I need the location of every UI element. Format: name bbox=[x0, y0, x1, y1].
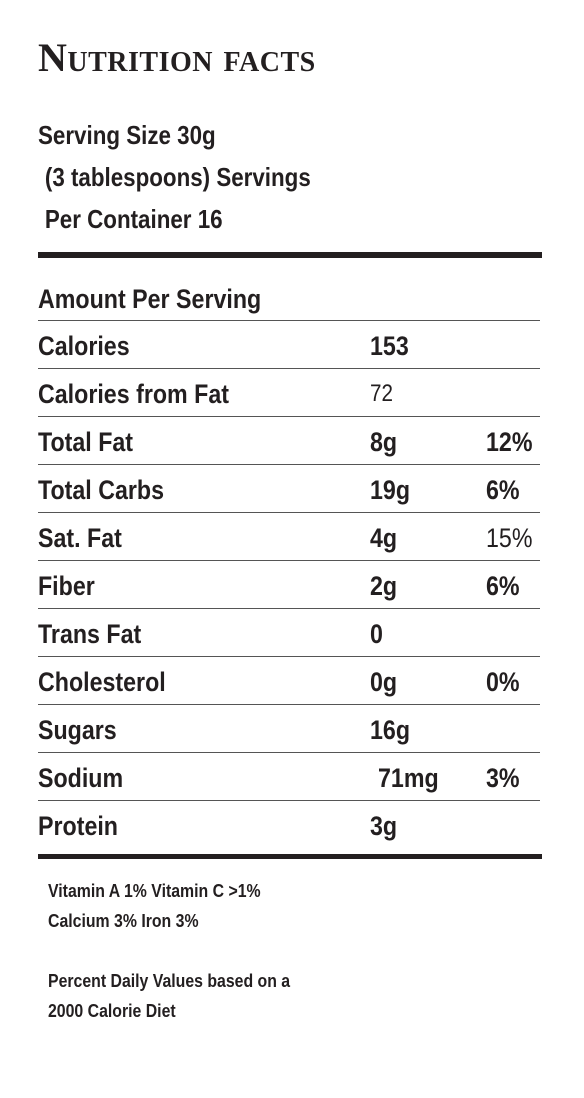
nutrient-name: Fiber bbox=[38, 571, 95, 601]
nutrient-row: Total Carbs 19g 6% bbox=[38, 464, 540, 513]
nutrient-row: Protein 3g bbox=[38, 800, 540, 849]
bottom-divider bbox=[38, 854, 542, 859]
nutrient-row: Sugars 16g bbox=[38, 704, 540, 753]
nutrient-row: Sat. Fat 4g 15% bbox=[38, 512, 540, 561]
minerals-line: Calcium 3% Iron 3% bbox=[48, 911, 199, 931]
serving-measure: (3 tablespoons) Servings bbox=[44, 162, 311, 192]
vitamins-info: Vitamin A 1% Vitamin C >1% Calcium 3% Ir… bbox=[48, 876, 261, 936]
nutrient-row: Calories from Fat 72 bbox=[38, 368, 540, 417]
servings-per-container: Per Container 16 bbox=[44, 204, 223, 234]
nutrient-percent: 6% bbox=[486, 475, 520, 505]
daily-value-footnote: Percent Daily Values based on a 2000 Cal… bbox=[48, 966, 290, 1026]
serving-size: Serving Size 30g bbox=[38, 120, 216, 150]
nutrient-row: Fiber 2g 6% bbox=[38, 560, 540, 609]
nutrient-amount: 16g bbox=[370, 715, 411, 745]
nutrient-name: Calories from Fat bbox=[38, 379, 229, 409]
nutrient-name: Sugars bbox=[38, 715, 117, 745]
label-title: Nutrition facts bbox=[38, 35, 316, 80]
nutrient-name: Trans Fat bbox=[38, 619, 142, 649]
nutrient-name: Sat. Fat bbox=[38, 523, 122, 553]
nutrient-amount: 4g bbox=[370, 523, 398, 553]
amount-per-serving-header: Amount Per Serving bbox=[38, 284, 262, 314]
nutrient-amount: 0 bbox=[370, 619, 383, 649]
nutrient-name: Sodium bbox=[38, 763, 124, 793]
nutrient-name: Total Carbs bbox=[38, 475, 165, 505]
nutrient-row: Trans Fat 0 bbox=[38, 608, 540, 657]
nutrient-row: Sodium 71mg 3% bbox=[38, 752, 540, 801]
nutrient-amount: 153 bbox=[370, 331, 409, 361]
nutrient-percent: 6% bbox=[486, 571, 520, 601]
nutrient-name: Calories bbox=[38, 331, 130, 361]
footnote-line-1: Percent Daily Values based on a bbox=[48, 971, 291, 991]
vitamins-line: Vitamin A 1% Vitamin C >1% bbox=[48, 881, 261, 901]
nutrient-amount: 71mg bbox=[378, 763, 439, 793]
nutrient-name: Total Fat bbox=[38, 427, 134, 457]
nutrient-row: Cholesterol 0g 0% bbox=[38, 656, 540, 705]
nutrient-amount: 19g bbox=[370, 475, 411, 505]
nutrient-percent: 12% bbox=[486, 427, 533, 457]
nutrient-amount: 0g bbox=[370, 667, 398, 697]
nutrient-name: Cholesterol bbox=[38, 667, 166, 697]
nutrient-percent: 3% bbox=[486, 763, 520, 793]
nutrient-amount: 2g bbox=[370, 571, 398, 601]
nutrient-row: Calories 153 bbox=[38, 320, 540, 369]
nutrient-percent: 0% bbox=[486, 667, 520, 697]
nutrient-percent: 15% bbox=[486, 523, 533, 553]
nutrient-amount: 72 bbox=[370, 380, 393, 407]
nutrient-row: Total Fat 8g 12% bbox=[38, 416, 540, 465]
footnote-line-2: 2000 Calorie Diet bbox=[48, 1001, 176, 1021]
nutrient-name: Protein bbox=[38, 811, 118, 841]
nutrient-amount: 8g bbox=[370, 427, 398, 457]
nutrient-amount: 3g bbox=[370, 811, 398, 841]
serving-info: Serving Size 30g (3 tablespoons) Serving… bbox=[38, 114, 311, 240]
thick-divider bbox=[38, 252, 542, 258]
